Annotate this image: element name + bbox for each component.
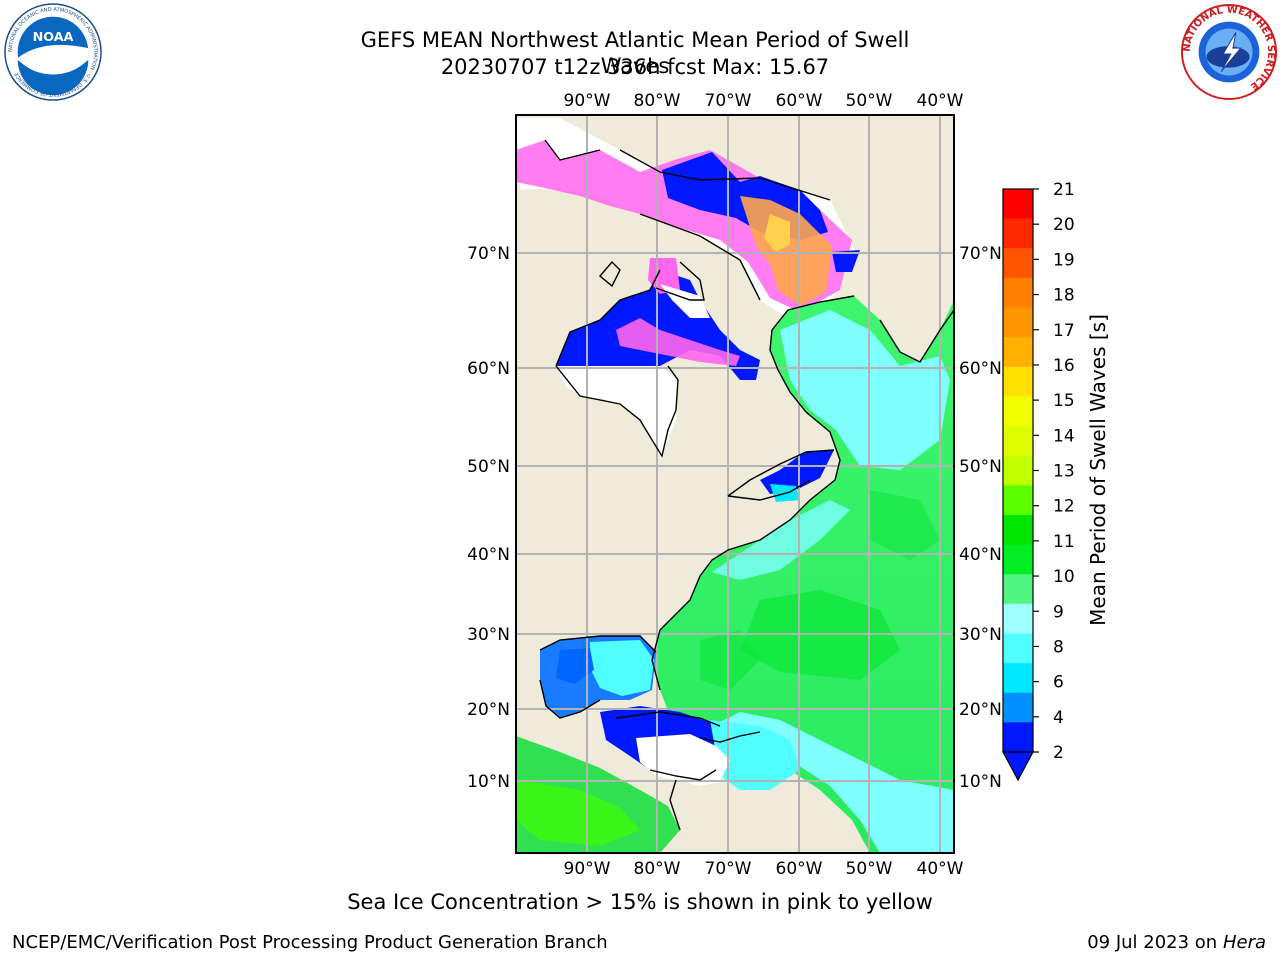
gulf-of-st-lawrence-blue <box>760 450 834 494</box>
colorbar-tick-label: 21 <box>1053 180 1075 200</box>
colorbar-swatch <box>1003 426 1033 457</box>
green-swell-patch-2 <box>870 490 940 560</box>
lon-label-top: 60°W <box>776 91 823 111</box>
labrador-sea-cyan <box>780 310 950 470</box>
map-frame <box>515 114 955 854</box>
nws-logo: NATIONAL WEATHER SERVICE <box>1180 3 1278 101</box>
lon-label-bottom: 90°W <box>564 859 611 879</box>
colorbar-tick-label: 9 <box>1053 602 1064 622</box>
footer-host: Hera <box>1222 932 1266 953</box>
colorbar-swatch <box>1003 277 1033 309</box>
colorbar-swatch <box>1003 189 1033 220</box>
green-swell-patch-3 <box>700 630 760 690</box>
caribbean-white-patch <box>636 734 730 786</box>
colorbar-tick-label: 14 <box>1053 426 1075 446</box>
lat-label-left: 10°N <box>467 772 510 792</box>
colorbar-tick-label: 15 <box>1053 391 1075 411</box>
labrador-blue <box>832 250 860 272</box>
colorbar-swatch <box>1003 307 1033 338</box>
colorbar-tick-label: 11 <box>1053 532 1075 552</box>
colorbar-tick-label: 17 <box>1053 321 1075 341</box>
colorbar-tick-label: 13 <box>1053 462 1075 482</box>
colorbar-swatch <box>1003 218 1033 249</box>
lat-label-left: 30°N <box>467 625 510 645</box>
lat-label-left: 60°N <box>467 359 510 379</box>
hudson-strait-white <box>660 284 710 318</box>
noaa-logo-text: NOAA <box>33 30 74 45</box>
lat-label-left: 70°N <box>467 244 510 264</box>
colorbar-tick-label: 18 <box>1053 286 1075 306</box>
footer-date-text: 09 Jul 2023 on <box>1087 932 1223 953</box>
colorbar-swatch <box>1003 396 1033 427</box>
lat-label-right: 30°N <box>959 625 1002 645</box>
lon-label-top: 90°W <box>564 91 611 111</box>
colorbar-tick-label: 12 <box>1053 497 1075 517</box>
left-latitude-labels: 70°N 60°N 50°N 40°N 30°N 20°N 10°N <box>467 244 510 792</box>
plot-subtitle: 20230707 t12z 336h fcst Max: 15.67 <box>440 55 830 79</box>
colorbar: 21 20 19 18 17 16 15 14 13 12 11 10 9 8 6 4 2 <box>1001 180 1075 782</box>
colorbar-extend-arrow <box>1001 751 1035 782</box>
gulf-stream-cyan-band <box>712 500 850 580</box>
arctic-yellow-ice <box>764 214 790 252</box>
colorbar-swatch <box>1003 455 1033 486</box>
caribbean-cyan-east <box>710 720 800 790</box>
lat-label-right: 10°N <box>959 772 1002 792</box>
colorbar-swatch <box>1003 544 1033 575</box>
colorbar-swatch <box>1003 663 1033 694</box>
lon-label-bottom: 40°W <box>917 859 964 879</box>
top-longitude-labels: 90°W 80°W 70°W 60°W 50°W 40°W <box>564 91 964 111</box>
colorbar-swatch <box>1003 603 1033 634</box>
gulf-of-mexico-cyan <box>590 640 654 696</box>
lat-label-right: 50°N <box>959 457 1002 477</box>
lat-label-left: 50°N <box>467 457 510 477</box>
colorbar-tick-label: 6 <box>1053 673 1064 693</box>
lon-label-top: 80°W <box>634 91 681 111</box>
hudson-pink-ice <box>616 318 740 366</box>
sea-ice-caption: Sea Ice Concentration > 15% is shown in … <box>347 890 933 914</box>
lon-label-bottom: 50°W <box>846 859 893 879</box>
lat-label-right: 20°N <box>959 700 1002 720</box>
bottom-longitude-labels: 90°W 80°W 70°W 60°W 50°W 40°W <box>564 859 964 879</box>
right-latitude-labels: 70°N 60°N 50°N 40°N 30°N 20°N 10°N <box>959 244 1002 792</box>
gulf-of-mexico-deep-blue <box>556 648 594 684</box>
pacific-bright-green <box>516 780 640 846</box>
colorbar-label: Mean Period of Swell Waves [s] <box>1086 314 1110 626</box>
map-gridlines <box>516 115 954 853</box>
map-data-layer <box>516 115 954 853</box>
colorbar-tick-label: 20 <box>1053 215 1075 235</box>
baffin-orange-ice <box>740 196 832 306</box>
colorbar-swatch <box>1003 485 1033 516</box>
colorbar-tick-label: 4 <box>1053 708 1064 728</box>
colorbar-swatch <box>1003 514 1033 546</box>
noaa-logo: NOAA NATIONAL OCEANIC AND ATMOSPHERIC AD… <box>4 3 102 101</box>
lat-label-right: 70°N <box>959 244 1002 264</box>
colorbar-tick-label: 16 <box>1053 356 1075 376</box>
lon-label-top: 50°W <box>846 91 893 111</box>
colorbar-swatch <box>1003 337 1033 368</box>
colorbar-swatch <box>1003 692 1033 723</box>
lat-label-right: 60°N <box>959 359 1002 379</box>
colorbar-tick-label: 2 <box>1053 743 1064 763</box>
lat-label-left: 20°N <box>467 700 510 720</box>
lon-label-bottom: 80°W <box>634 859 681 879</box>
colorbar-swatch <box>1003 633 1033 664</box>
lon-label-top: 70°W <box>705 91 752 111</box>
lon-label-bottom: 60°W <box>776 859 823 879</box>
lon-label-top: 40°W <box>917 91 964 111</box>
lat-label-left: 40°N <box>467 545 510 565</box>
footer-date: 09 Jul 2023 on Hera <box>1087 932 1266 953</box>
plot-title: GEFS MEAN Northwest Atlantic Mean Period… <box>360 28 910 78</box>
lon-label-bottom: 70°W <box>705 859 752 879</box>
colorbar-tick-label: 10 <box>1053 567 1075 587</box>
colorbar-swatch <box>1003 722 1033 753</box>
coastlines <box>539 139 954 831</box>
footer-credit: NCEP/EMC/Verification Post Processing Pr… <box>12 932 608 953</box>
colorbar-swatch <box>1003 574 1033 605</box>
colorbar-swatch <box>1003 366 1033 397</box>
colorbar-swatch <box>1003 248 1033 279</box>
lat-label-right: 40°N <box>959 545 1002 565</box>
colorbar-tick-label: 8 <box>1053 637 1064 657</box>
colorbar-tick-label: 19 <box>1053 250 1075 270</box>
